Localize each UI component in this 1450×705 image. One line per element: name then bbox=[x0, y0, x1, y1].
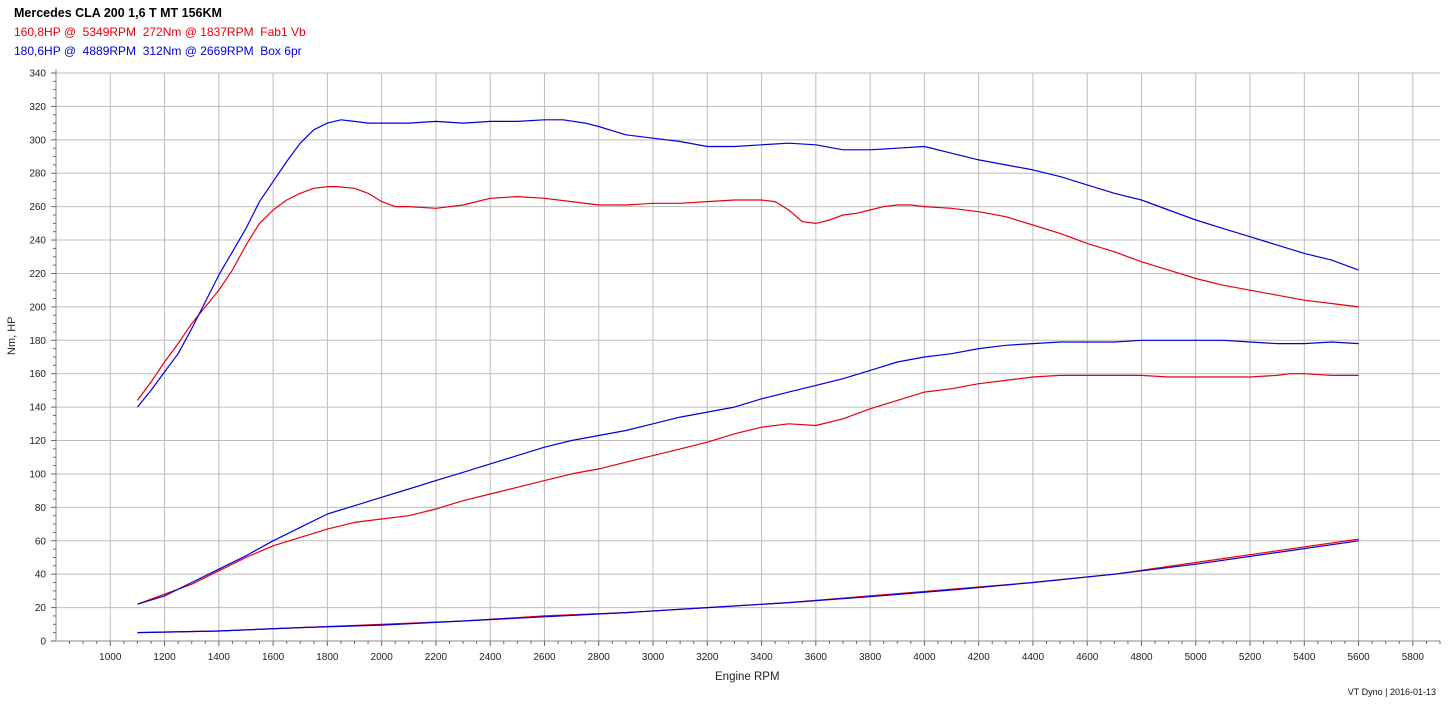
y-tick-label: 60 bbox=[35, 536, 47, 547]
tick-labels: 1000 1200 1400 1600 1800 2000 2200 2400 2600 2800… bbox=[29, 69, 1424, 664]
y-axis-label: Nm, HP bbox=[6, 316, 18, 356]
y-tick-label: 80 bbox=[35, 503, 47, 514]
x-tick-label: 1800 bbox=[316, 652, 339, 663]
y-tick-label: 0 bbox=[40, 637, 46, 648]
y-tick-label: 260 bbox=[29, 202, 46, 213]
x-tick-label: 3400 bbox=[750, 652, 773, 663]
y-tick-label: 220 bbox=[29, 269, 46, 280]
x-tick-label: 3000 bbox=[642, 652, 665, 663]
y-tick-label: 40 bbox=[35, 570, 47, 581]
x-tick-label: 4400 bbox=[1022, 652, 1045, 663]
x-tick-label: 1400 bbox=[208, 652, 231, 663]
y-tick-label: 20 bbox=[35, 603, 47, 614]
grid bbox=[56, 72, 1440, 642]
footer-stamp: VT Dyno | 2016-01-13 bbox=[1347, 687, 1436, 697]
x-tick-label: 1600 bbox=[262, 652, 285, 663]
series-power-red bbox=[137, 373, 1359, 605]
x-tick-label: 5800 bbox=[1402, 652, 1425, 663]
x-axis-label: Engine RPM bbox=[715, 671, 780, 683]
x-tick-label: 4600 bbox=[1076, 652, 1099, 663]
x-tick-label: 1000 bbox=[99, 652, 122, 663]
y-tick-label: 180 bbox=[29, 336, 46, 347]
x-tick-label: 5400 bbox=[1293, 652, 1316, 663]
x-tick-label: 2000 bbox=[371, 652, 394, 663]
x-tick-label: 1200 bbox=[153, 652, 176, 663]
run1-summary: 160,8HP @ 5349RPM 272Nm @ 1837RPM Fab1 V… bbox=[14, 25, 306, 39]
y-tick-label: 120 bbox=[29, 436, 46, 447]
x-tick-label: 5200 bbox=[1239, 652, 1262, 663]
x-tick-label: 3600 bbox=[805, 652, 828, 663]
series-power-blue bbox=[137, 339, 1359, 605]
series-loss-red bbox=[137, 538, 1359, 634]
y-tick-label: 280 bbox=[29, 169, 46, 180]
axes bbox=[51, 69, 1441, 646]
series-torque-blue bbox=[136, 119, 1359, 408]
series-loss-blue bbox=[137, 540, 1359, 634]
y-tick-label: 340 bbox=[29, 69, 46, 80]
y-tick-label: 300 bbox=[29, 135, 46, 146]
x-tick-label: 3200 bbox=[696, 652, 719, 663]
series-lines bbox=[136, 119, 1359, 634]
x-tick-label: 4200 bbox=[968, 652, 991, 663]
x-tick-label: 2400 bbox=[479, 652, 502, 663]
x-tick-label: 3800 bbox=[859, 652, 882, 663]
y-tick-label: 320 bbox=[29, 102, 46, 113]
x-tick-label: 4000 bbox=[913, 652, 936, 663]
series-torque-red bbox=[136, 186, 1359, 401]
x-tick-label: 5000 bbox=[1185, 652, 1208, 663]
y-tick-label: 100 bbox=[29, 469, 46, 480]
run2-summary: 180,6HP @ 4889RPM 312Nm @ 2669RPM Box 6p… bbox=[14, 44, 302, 58]
y-tick-label: 140 bbox=[29, 403, 46, 414]
y-tick-label: 160 bbox=[29, 369, 46, 380]
chart-title: Mercedes CLA 200 1,6 T MT 156KM bbox=[14, 6, 222, 20]
y-tick-label: 240 bbox=[29, 236, 46, 247]
y-tick-label: 200 bbox=[29, 302, 46, 313]
x-tick-label: 2200 bbox=[425, 652, 448, 663]
x-tick-label: 2800 bbox=[588, 652, 611, 663]
x-tick-label: 2600 bbox=[533, 652, 556, 663]
x-tick-label: 5600 bbox=[1347, 652, 1370, 663]
x-tick-label: 4800 bbox=[1130, 652, 1153, 663]
